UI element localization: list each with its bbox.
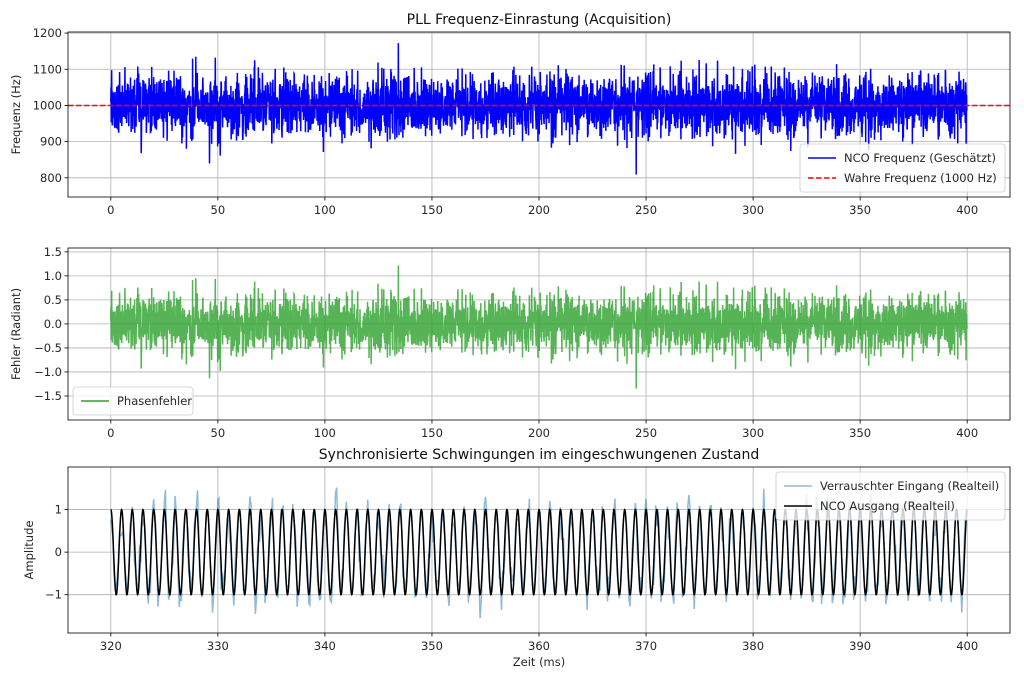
plot-area [68, 43, 1010, 175]
x-tick-label: 50 [211, 426, 226, 440]
x-tick-label: 370 [635, 639, 657, 653]
legend-box [775, 471, 1006, 521]
x-tick-label: 150 [421, 426, 443, 440]
y-axis-label: Amplitude [22, 521, 36, 580]
y-tick-label: −0.5 [34, 341, 62, 355]
y-tick-label: 1100 [33, 62, 62, 76]
x-tick-label: 360 [528, 639, 550, 653]
x-tick-label: 300 [742, 203, 764, 217]
nco-frequency-line [110, 43, 968, 175]
legend-box [799, 143, 1006, 193]
axes-frame [67, 31, 1011, 198]
x-tick-label: 250 [635, 203, 657, 217]
x-tick-label: 350 [849, 426, 871, 440]
y-tick-label: −1.0 [34, 365, 62, 379]
subplot-3: 320 330 340 350 360 370 380 390 400 −1 0 1 Synchroni… [22, 447, 1011, 669]
x-tick-label: 350 [849, 203, 871, 217]
y-tick-label: 1200 [33, 26, 62, 40]
x-tick-label: 380 [742, 639, 764, 653]
legend-label: NCO Frequenz (Geschätzt) [844, 151, 996, 165]
y-tick-label: −1.5 [34, 389, 62, 403]
plot-area [110, 487, 968, 619]
x-tick-label: 200 [528, 203, 550, 217]
y-axis-label: Fehler (Radiant) [9, 288, 23, 380]
legend-label: Phasenfehler [117, 394, 192, 408]
x-tick-label: 250 [635, 426, 657, 440]
phase-error-line [110, 265, 968, 389]
x-tick-label: 100 [314, 203, 336, 217]
x-tick-label: 400 [956, 426, 978, 440]
y-tick-label: 1.5 [44, 245, 62, 259]
legend-label: NCO Ausgang (Realteil) [820, 499, 955, 513]
legend: NCO Frequenz (Geschätzt) Wahre Frequenz (… [799, 143, 1006, 193]
x-tick-label: 390 [849, 639, 871, 653]
legend: Verrauschter Eingang (Realteil) NCO Ausga… [775, 471, 1006, 521]
x-tick-label: 320 [100, 639, 122, 653]
legend-box [72, 386, 194, 416]
y-tick-label: 1 [55, 503, 62, 517]
nco-output-line [110, 508, 968, 596]
subplot-title: Synchronisierte Schwingungen im eingesch… [319, 447, 759, 463]
x-tick-label: 340 [314, 639, 336, 653]
plot-area [110, 265, 968, 389]
x-tick-label: 0 [107, 203, 114, 217]
x-tick-label: 400 [956, 203, 978, 217]
subplot-1: 0 50 100 150 200 250 300 350 400 800 900 1000 1100 12… [9, 12, 1011, 217]
x-tick-label: 330 [207, 639, 229, 653]
legend-label: Wahre Frequenz (1000 Hz) [844, 171, 997, 185]
y-tick-label: 900 [40, 135, 62, 149]
y-tick-label: 0 [55, 545, 62, 559]
x-tick-label: 100 [314, 426, 336, 440]
y-tick-label: 1.0 [44, 269, 62, 283]
x-tick-label: 300 [742, 426, 764, 440]
subplot-2: 0 50 100 150 200 250 300 350 400 −1.5 −1.0 −0.5 0.0 0… [9, 245, 1011, 440]
axes-frame [67, 247, 1011, 421]
x-axis-label: Zeit (ms) [513, 655, 565, 669]
x-tick-label: 50 [211, 203, 226, 217]
x-tick-label: 350 [421, 639, 443, 653]
y-tick-label: 0.0 [44, 317, 62, 331]
legend-label: Verrauschter Eingang (Realteil) [820, 479, 999, 493]
x-tick-label: 400 [956, 639, 978, 653]
y-tick-label: 1000 [33, 98, 62, 112]
x-tick-label: 150 [421, 203, 443, 217]
subplot-title: PLL Frequenz-Einrastung (Acquisition) [407, 12, 672, 28]
x-tick-label: 200 [528, 426, 550, 440]
y-tick-label: −1 [45, 588, 62, 602]
y-axis-label: Frequenz (Hz) [9, 75, 23, 155]
y-tick-label: 0.5 [44, 293, 62, 307]
legend: Phasenfehler [72, 386, 194, 416]
x-tick-label: 0 [107, 426, 114, 440]
y-tick-label: 800 [40, 171, 62, 185]
axes-frame [67, 466, 1011, 634]
